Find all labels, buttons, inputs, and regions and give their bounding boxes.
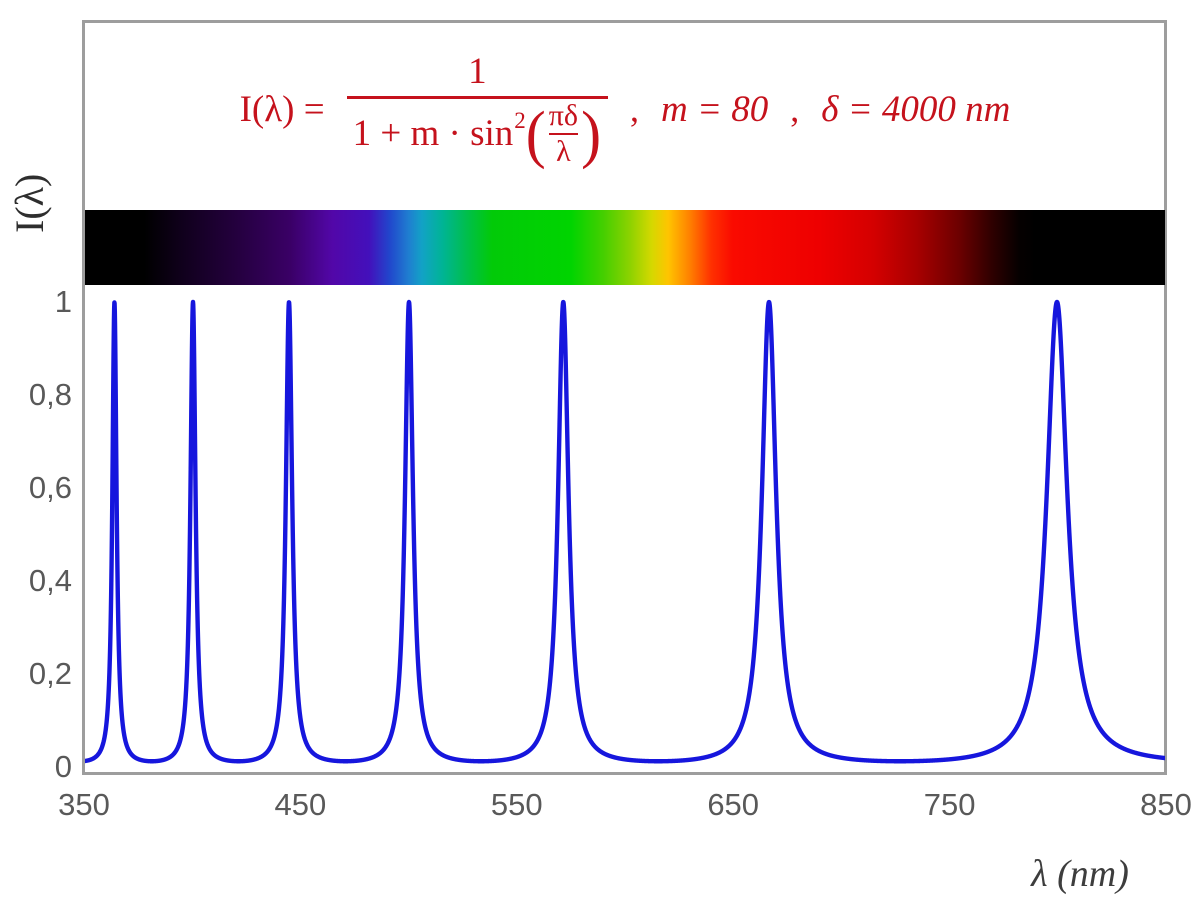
visible-spectrum-bar [85, 210, 1165, 285]
x-axis-title: λ (nm) [1031, 853, 1129, 895]
y-tick-label-0,2: 0,2 [28, 656, 72, 691]
y-tick-label-0,4: 0,4 [28, 563, 72, 598]
x-tick-label-750: 750 [923, 787, 976, 822]
y-tick-label-0,8: 0,8 [28, 377, 72, 412]
y-tick-label-1: 1 [54, 284, 72, 319]
x-tick-label-850: 850 [1140, 787, 1192, 822]
separator-comma-2: , [790, 89, 800, 130]
inner-fraction-bar [548, 132, 579, 135]
x-tick-label-650: 650 [707, 787, 760, 822]
sin-exponent: 2 [514, 107, 526, 133]
plot-area-border [82, 20, 1167, 775]
formula-main-fraction: 1 1 + m · sin 2 ( πδ λ ) [346, 51, 609, 170]
param-delta: δ = 4000 nm [821, 88, 1011, 130]
fraction-denominator: 1 + m · sin 2 ( πδ λ ) [347, 98, 608, 170]
intensity-curve-path [85, 299, 1165, 764]
fraction-numerator: 1 [468, 51, 487, 93]
y-axis-title: I(λ) [7, 173, 52, 233]
x-tick-label-350: 350 [58, 787, 110, 822]
inner-denominator: λ [556, 134, 571, 168]
y-tick-label-0,6: 0,6 [28, 470, 72, 505]
fraction-bar [346, 95, 609, 99]
denominator-prefix: 1 + m · sin [352, 112, 514, 154]
separator-comma-1: , [630, 89, 640, 130]
close-paren: ) [581, 98, 602, 170]
open-paren: ( [525, 98, 546, 170]
inner-fraction: πδ λ [548, 98, 579, 168]
param-m: m = 80 [661, 88, 769, 130]
y-tick-label-0: 0 [54, 749, 72, 784]
x-tick-label-450: 450 [274, 787, 327, 822]
formula: I(λ) = 1 1 + m · sin 2 ( πδ λ ) , m = 80 … [85, 26, 1165, 194]
x-tick-label-550: 550 [490, 787, 543, 822]
intensity-curve [85, 299, 1165, 764]
formula-lhs: I(λ) = [239, 88, 325, 130]
inner-numerator: πδ [548, 98, 579, 132]
